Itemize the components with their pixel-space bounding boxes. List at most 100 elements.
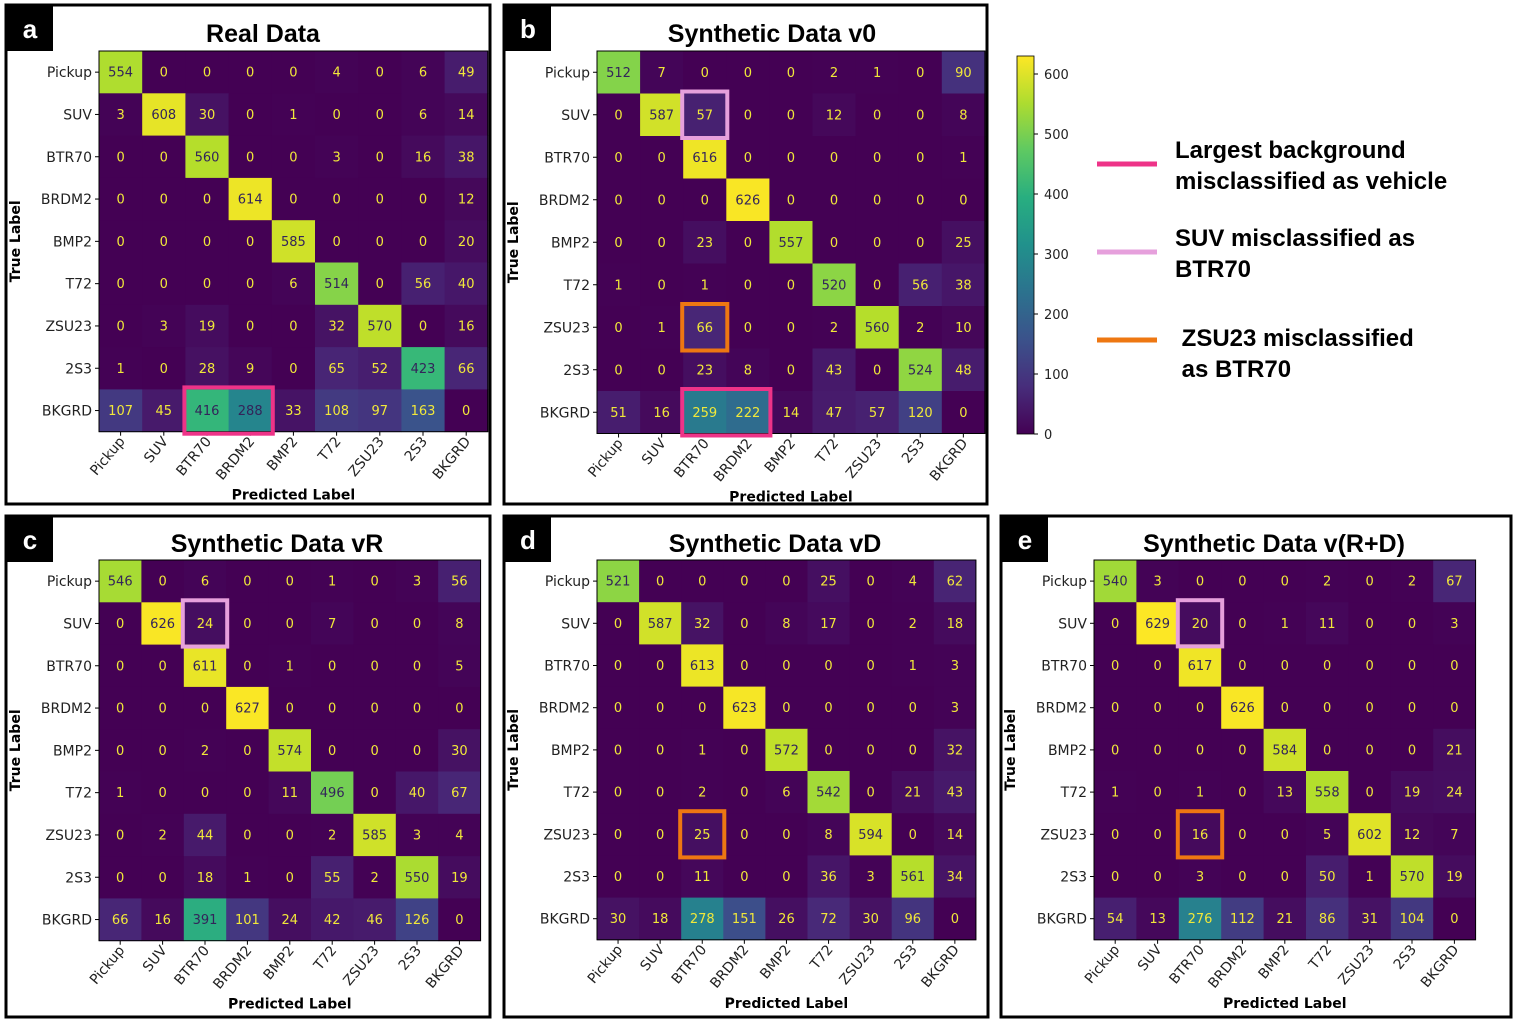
cell-value-label: 626: [1230, 701, 1255, 716]
cell-value-label: 17: [820, 617, 837, 632]
cell-value-label: 1: [289, 108, 297, 123]
cell-value-label: 572: [774, 743, 799, 758]
heatmap-cell: [812, 178, 856, 222]
cell-value-label: 0: [740, 828, 748, 843]
x-tick-label: BMP2: [1256, 942, 1293, 982]
cell-value-label: 574: [277, 744, 302, 759]
cell-value-label: 12: [458, 193, 475, 208]
x-tick-label: BKGRD: [430, 434, 474, 483]
heatmap-cell: [597, 51, 641, 94]
panel-d-tag-bg: [505, 517, 551, 562]
heatmap-cell: [812, 348, 856, 392]
cell-value-label: 570: [367, 319, 392, 334]
heatmap-cell: [726, 348, 770, 392]
cell-value-label: 1: [1111, 786, 1119, 801]
x-tick-label: Pickup: [585, 436, 626, 481]
cell-value-label: 0: [658, 278, 666, 293]
heatmap-cell: [268, 813, 312, 857]
heatmap-cell: [185, 347, 229, 390]
cell-value-label: 0: [656, 659, 664, 674]
cell-value-label: 21: [904, 786, 921, 801]
cell-value-label: 101: [235, 913, 260, 928]
cell-value-label: 0: [782, 575, 790, 590]
heatmap-cell: [898, 263, 943, 307]
cell-value-label: 24: [282, 913, 299, 928]
x-tick-label: BRDM2: [711, 436, 756, 485]
cell-value-label: 25: [694, 828, 711, 843]
x-tick-label: BRDM2: [1205, 942, 1250, 991]
heatmap-cell: [141, 898, 185, 942]
heatmap-cell: [438, 813, 481, 857]
cell-value-label: 34: [947, 870, 964, 885]
y-tick-label: T72: [563, 785, 590, 801]
cell-value-label: 0: [698, 575, 706, 590]
heatmap-cell: [358, 220, 402, 263]
cell-value-label: 0: [116, 744, 124, 759]
heatmap-cell: [681, 897, 724, 941]
heatmap-cell: [142, 93, 186, 136]
x-tick-label: BMP2: [762, 436, 799, 476]
heatmap-cell: [941, 51, 986, 94]
y-tick-label: BKGRD: [42, 404, 92, 420]
heatmap-cell: [1221, 771, 1264, 814]
heatmap-cell: [315, 177, 359, 221]
cell-value-label: 613: [690, 659, 715, 674]
cell-value-label: 524: [908, 363, 933, 378]
cell-value-label: 585: [362, 828, 387, 843]
cell-value-label: 67: [451, 786, 468, 801]
cell-value-label: 0: [740, 617, 748, 632]
cell-value-label: 0: [614, 870, 622, 885]
cell-value-label: 0: [243, 575, 251, 590]
heatmap-cell: [1348, 728, 1392, 772]
heatmap-cell: [769, 263, 813, 307]
cell-value-label: 12: [826, 108, 843, 123]
panel-c-tag-bg: [7, 517, 53, 562]
cell-value-label: 288: [238, 404, 263, 419]
cell-value-label: 0: [867, 701, 875, 716]
heatmap-cell: [1094, 855, 1137, 898]
cell-value-label: 587: [648, 617, 673, 632]
cell-value-label: 0: [370, 744, 378, 759]
cell-value-label: 0: [830, 151, 838, 166]
cell-value-label: 520: [822, 278, 847, 293]
cell-value-label: 629: [1145, 617, 1170, 632]
heatmap-cell: [268, 771, 312, 815]
panel-d-frame: [502, 514, 990, 1019]
cell-value-label: 0: [1111, 617, 1119, 632]
cell-value-label: 0: [413, 702, 421, 717]
colorbar-ticks: 600 500 400 300 200 100 0: [1034, 68, 1069, 443]
heatmap-cell: [726, 263, 770, 307]
heatmap-cell: [1306, 855, 1349, 898]
heatmap-cell: [1094, 771, 1137, 814]
cell-value-label: 0: [160, 193, 168, 208]
heatmap-cell: [1263, 855, 1307, 898]
heatmap-cell: [891, 813, 935, 856]
x-tick-label: T72: [807, 942, 837, 973]
legend-text-zsu23-1: ZSU23 misclassified: [1175, 325, 1414, 352]
heatmap-cell: [812, 391, 856, 434]
panel-e-frame: [999, 514, 1513, 1019]
cell-value-label: 0: [1196, 701, 1204, 716]
heatmap-cell: [141, 771, 185, 815]
heatmap-cell: [849, 602, 893, 645]
cell-value-label: 560: [195, 150, 220, 165]
heatmap-cell: [311, 729, 354, 772]
cell-value-label: 0: [614, 151, 622, 166]
heatmap-cell: [1094, 897, 1137, 941]
cell-value-label: 0: [1365, 617, 1373, 632]
heatmap-cell: [726, 221, 770, 264]
heatmap-cell: [849, 686, 893, 730]
cell-value-label: 540: [1103, 575, 1128, 590]
cell-value-label: 2: [1408, 575, 1416, 590]
cell-value-label: 0: [614, 236, 622, 251]
cell-value-label: 11: [694, 870, 711, 885]
y-tick-label: 2S3: [65, 361, 92, 377]
panel-e-title: Synthetic Data v(R+D): [1143, 530, 1405, 558]
heatmap-cell: [681, 686, 724, 730]
heatmap-cell: [1306, 686, 1349, 730]
cell-value-label: 6: [419, 66, 427, 81]
y-tick-label: BMP2: [551, 743, 590, 759]
cell-value-label: 126: [405, 913, 430, 928]
heatmap-cell: [183, 602, 227, 645]
y-tick-label: BRDM2: [41, 701, 92, 717]
